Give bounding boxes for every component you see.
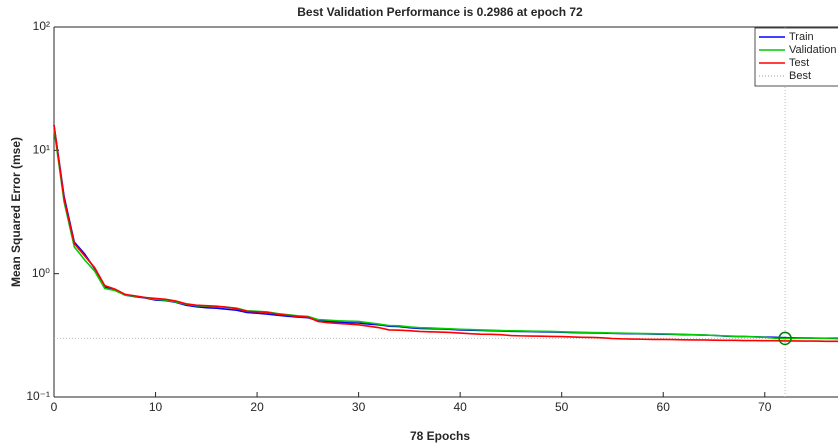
legend-label: Test: [789, 57, 809, 69]
x-tick-label: 30: [352, 400, 366, 414]
legend-label: Train: [789, 31, 814, 43]
x-tick-label: 50: [555, 400, 569, 414]
series-line: [53, 125, 838, 340]
x-tick-label: 40: [453, 400, 467, 414]
y-tick-label: 10²: [33, 19, 50, 33]
series-line: [53, 125, 838, 343]
x-axis-label: 78 Epochs: [410, 429, 470, 443]
series-line: [53, 128, 838, 340]
best-marker: [778, 331, 792, 346]
y-tick-label: 10¹: [33, 143, 50, 157]
x-tick-label: 70: [758, 400, 772, 414]
x-tick-label: 20: [250, 400, 264, 414]
y-tick-label: 10⁰: [32, 266, 50, 280]
chart-title: Best Validation Performance is 0.2986 at…: [297, 5, 583, 19]
legend-label: Best: [789, 70, 811, 82]
legend-label: Validation: [789, 44, 837, 56]
y-axis-label: Mean Squared Error (mse): [9, 137, 23, 287]
x-tick-label: 0: [51, 400, 58, 414]
y-tick-label: 10⁻¹: [26, 389, 50, 403]
x-tick-label: 60: [657, 400, 671, 414]
x-tick-label: 10: [149, 400, 163, 414]
